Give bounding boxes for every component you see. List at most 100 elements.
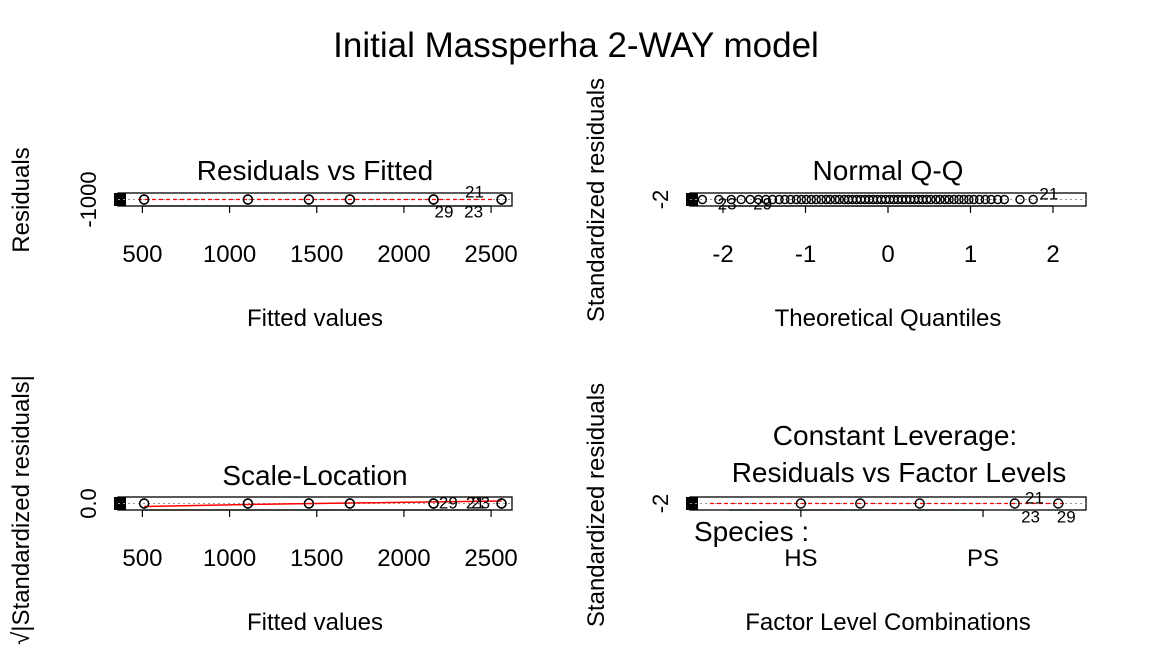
normal-qq-x-axis-label: Theoretical Quantiles <box>775 305 1002 332</box>
normal-qq-point <box>926 194 936 205</box>
normal-qq-point <box>830 194 840 205</box>
normal-qq-point <box>816 194 826 205</box>
constant-leverage-point <box>1009 498 1020 509</box>
normal-qq-point-label: 23 <box>718 195 737 214</box>
normal-qq-point <box>726 194 736 205</box>
normal-qq-point <box>791 194 802 205</box>
normal-qq-point-label: 21 <box>1039 185 1058 204</box>
normal-qq-point <box>986 194 996 205</box>
residuals-vs-fitted-point <box>428 194 439 205</box>
scale-location-point <box>138 498 150 509</box>
residuals-vs-fitted-x-tick-label: 1500 <box>290 241 343 268</box>
constant-leverage-subtitle: Residuals vs Factor Levels <box>732 457 1067 488</box>
normal-qq-point <box>767 194 778 205</box>
normal-qq-point <box>999 194 1010 205</box>
scale-location-point-label: 21 <box>466 494 485 513</box>
scale-location-y-tick-label: 0.0 <box>76 488 101 519</box>
constant-leverage-y-axis-label: Standardized residuals <box>583 383 610 627</box>
scale-location-point <box>303 498 315 509</box>
normal-qq-point <box>980 194 991 205</box>
scale-location-x-tick-label: 2000 <box>377 545 430 572</box>
constant-leverage-point-label: 23 <box>1021 508 1040 527</box>
residuals-vs-fitted-point-label: 23 <box>464 203 483 222</box>
normal-qq-point <box>806 194 816 205</box>
scale-location-point-label: 29 <box>439 494 458 513</box>
scale-location-x-axis-label: Fitted values <box>247 609 383 636</box>
residuals-vs-fitted-panel: -1000 500 1000 1500 2000 2500 21 29 23 Residuals … <box>8 147 518 332</box>
normal-qq-point <box>949 194 959 205</box>
normal-qq-x-tick-label: -2 <box>712 241 733 268</box>
normal-qq-point <box>993 194 1003 205</box>
normal-qq-point <box>825 194 835 205</box>
constant-leverage-factor-level-label: HS <box>784 545 817 572</box>
residuals-vs-fitted-point <box>138 194 150 205</box>
residuals-vs-fitted-point <box>344 194 356 205</box>
normal-qq-point <box>811 194 821 205</box>
residuals-vs-fitted-x-tick-label: 2000 <box>377 241 430 268</box>
constant-leverage-point <box>795 498 807 509</box>
scale-location-point-label: 23 <box>471 494 490 513</box>
constant-leverage-title: Constant Leverage: <box>773 420 1017 451</box>
normal-qq-point <box>974 194 985 205</box>
scale-location-point <box>496 498 507 509</box>
normal-qq-point <box>969 194 979 205</box>
normal-qq-point <box>944 194 954 205</box>
normal-qq-point <box>736 194 746 205</box>
residuals-vs-fitted-point-label: 29 <box>435 203 454 222</box>
normal-qq-point <box>935 194 945 205</box>
scale-location-point <box>242 498 254 509</box>
residuals-vs-fitted-point <box>496 194 507 205</box>
normal-qq-point <box>922 194 932 205</box>
normal-qq-point <box>940 194 950 205</box>
residuals-vs-fitted-point <box>303 194 315 205</box>
normal-qq-point-label: 29 <box>753 195 772 214</box>
constant-leverage-point <box>1053 498 1064 509</box>
constant-leverage-y-tick-label: -2 <box>648 494 673 514</box>
constant-leverage-point-label: 29 <box>1057 508 1076 527</box>
residuals-vs-fitted-point-label: 21 <box>465 183 484 202</box>
scale-location-point <box>428 498 439 509</box>
normal-qq-point <box>964 194 974 205</box>
constant-leverage-point-label: 21 <box>1025 489 1044 508</box>
normal-qq-title: Normal Q-Q <box>813 155 964 186</box>
normal-qq-x-tick-label: 2 <box>1046 241 1059 268</box>
scale-location-x-tick-label: 2500 <box>464 545 517 572</box>
normal-qq-point <box>959 194 969 205</box>
normal-qq-x-tick-label: 0 <box>881 241 894 268</box>
residuals-vs-fitted-x-tick-label: 500 <box>122 241 162 268</box>
normal-qq-point <box>796 194 807 205</box>
scale-location-x-tick-label: 1500 <box>290 545 343 572</box>
normal-qq-x-tick-label: -1 <box>795 241 816 268</box>
residuals-vs-fitted-x-tick-label: 1000 <box>203 241 256 268</box>
scale-location-x-tick-label: 1000 <box>203 545 256 572</box>
normal-qq-point <box>821 194 831 205</box>
residuals-vs-fitted-y-tick-label: -1000 <box>76 171 101 227</box>
constant-leverage-point <box>914 498 925 509</box>
normal-qq-y-axis-label: Standardized residuals <box>583 78 610 322</box>
normal-qq-point <box>774 194 784 205</box>
scale-location-x-tick-label: 500 <box>122 545 162 572</box>
normal-qq-point <box>714 194 724 205</box>
normal-qq-point <box>931 194 941 205</box>
normal-qq-point <box>954 194 964 205</box>
scale-location-smoother-line <box>144 500 502 508</box>
scale-location-title: Scale-Location <box>222 460 407 491</box>
normal-qq-y-tick-label: -2 <box>648 190 673 210</box>
normal-qq-point <box>1028 194 1038 205</box>
residuals-vs-fitted-title: Residuals vs Fitted <box>197 155 434 186</box>
residuals-vs-fitted-x-axis-label: Fitted values <box>247 305 383 332</box>
normal-qq-x-tick-label: 1 <box>964 241 977 268</box>
constant-leverage-x-axis-label: Factor Level Combinations <box>745 609 1030 636</box>
normal-qq-point <box>761 194 771 205</box>
normal-qq-point <box>697 194 708 205</box>
normal-qq-point <box>1015 194 1025 205</box>
normal-qq-point <box>785 194 796 205</box>
scale-location-y-axis-label: √|Standardized residuals| <box>8 375 35 645</box>
normal-qq-point <box>780 194 790 205</box>
normal-qq-panel: -2 -2 -1 0 1 2 23 29 21 Normal Q-Q Theoretical Qua… <box>583 78 1087 332</box>
residuals-vs-fitted-point <box>242 194 254 205</box>
residuals-vs-fitted-x-tick-label: 2500 <box>464 241 517 268</box>
